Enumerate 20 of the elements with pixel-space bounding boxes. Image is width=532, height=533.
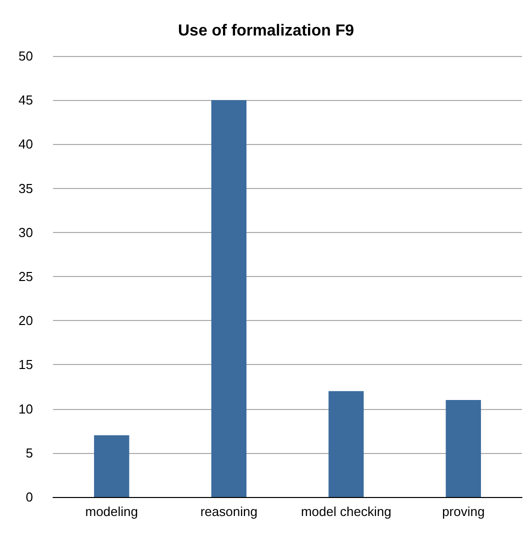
x-tick-label: proving — [442, 504, 485, 519]
bar — [211, 100, 246, 497]
y-tick-label: 40 — [18, 136, 33, 152]
x-tick-label: model checking — [300, 504, 392, 519]
bar — [446, 400, 481, 497]
y-tick-label: 50 — [18, 48, 33, 64]
bar — [328, 391, 364, 497]
chart-title: Use of formalization F9 — [178, 22, 354, 40]
y-tick-label: 5 — [26, 445, 33, 460]
y-tick-label: 35 — [18, 180, 33, 196]
y-tick-label: 45 — [18, 92, 33, 108]
bar — [94, 435, 130, 497]
x-tick-label: modeling — [85, 504, 138, 519]
y-tick-label: 30 — [18, 224, 33, 240]
y-tick-label: 0 — [26, 490, 33, 504]
y-tick-label: 15 — [18, 357, 33, 372]
x-tick-label: reasoning — [200, 504, 258, 519]
y-tick-label: 25 — [18, 269, 33, 284]
y-tick-label: 20 — [18, 313, 33, 328]
y-tick-label: 10 — [18, 401, 33, 416]
